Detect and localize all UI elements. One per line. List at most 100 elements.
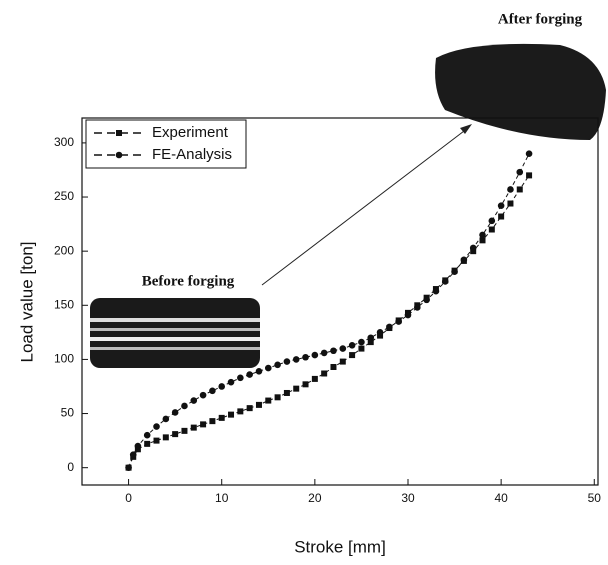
marker	[209, 418, 216, 425]
x-tick-label: 10	[215, 491, 229, 505]
marker	[321, 370, 328, 377]
marker	[367, 334, 375, 342]
marker	[330, 347, 337, 355]
marker	[134, 442, 142, 450]
before-forging-image	[90, 298, 260, 368]
marker	[367, 339, 374, 346]
marker	[423, 296, 430, 304]
marker	[358, 338, 365, 346]
arrow	[261, 127, 469, 286]
marker	[129, 451, 137, 458]
marker	[349, 352, 356, 359]
marker	[516, 186, 523, 193]
legend-label: FE-Analysis	[152, 146, 232, 163]
marker	[264, 364, 272, 372]
marker	[172, 431, 179, 438]
marker	[181, 402, 188, 410]
marker	[292, 356, 300, 363]
marker	[526, 172, 533, 179]
marker	[237, 408, 244, 415]
marker	[479, 237, 486, 244]
marker	[246, 371, 253, 378]
marker	[209, 387, 216, 395]
y-tick-label: 250	[54, 189, 74, 203]
marker	[339, 345, 347, 352]
marker	[227, 378, 235, 386]
marker	[441, 278, 449, 285]
x-tick-label: 40	[494, 491, 508, 505]
x-tick-label: 0	[125, 491, 132, 505]
marker	[497, 202, 505, 209]
marker	[432, 287, 440, 295]
marker	[237, 374, 244, 382]
marker	[507, 200, 514, 207]
marker	[218, 383, 226, 390]
annotation: After forging	[498, 11, 583, 27]
marker	[395, 318, 402, 325]
marker	[488, 226, 495, 233]
marker	[218, 414, 225, 421]
marker	[469, 244, 477, 252]
marker	[414, 304, 421, 311]
marker	[190, 397, 198, 404]
marker	[376, 329, 384, 336]
legend: Experiment FE-Analysis	[85, 119, 247, 169]
marker	[199, 391, 207, 399]
y-tick-label: 100	[54, 352, 74, 366]
marker	[404, 311, 412, 319]
marker	[200, 421, 207, 428]
marker	[293, 385, 300, 392]
marker	[190, 424, 197, 431]
arrow-head	[460, 124, 472, 134]
x-tick-label: 30	[401, 491, 415, 505]
marker	[386, 323, 393, 331]
y-axis-label: Load value [ton]	[17, 242, 36, 363]
y-tick-label: 50	[61, 406, 75, 420]
marker	[311, 351, 319, 359]
y-tick-label: 0	[67, 460, 74, 474]
marker	[125, 464, 132, 471]
marker	[115, 151, 123, 159]
marker	[516, 168, 524, 176]
y-tick-label: 200	[54, 243, 74, 257]
plot-frame	[81, 117, 599, 486]
marker	[488, 217, 496, 225]
marker	[283, 389, 290, 396]
marker	[451, 268, 458, 276]
x-tick-label: 20	[308, 491, 322, 505]
marker	[162, 434, 169, 441]
legend-label: Experiment	[152, 124, 229, 141]
marker	[144, 440, 151, 447]
marker	[162, 415, 170, 423]
marker	[498, 213, 505, 220]
marker	[228, 411, 235, 418]
marker	[171, 409, 179, 416]
marker	[265, 397, 272, 404]
marker	[311, 375, 318, 382]
y-tick-label: 150	[54, 297, 74, 311]
marker	[181, 427, 188, 434]
marker	[348, 342, 356, 349]
marker	[274, 394, 281, 401]
marker	[255, 368, 263, 375]
annotation: Before forging	[142, 273, 235, 289]
marker	[274, 361, 281, 369]
series-line	[128, 153, 530, 468]
y-tick-label: 300	[54, 135, 74, 149]
marker	[153, 423, 160, 430]
marker	[507, 186, 514, 193]
marker	[153, 437, 160, 444]
marker	[460, 256, 468, 264]
marker	[246, 405, 253, 412]
marker	[143, 431, 151, 439]
marker	[283, 358, 291, 365]
legend-box	[85, 119, 247, 169]
marker	[255, 401, 262, 408]
marker	[525, 150, 533, 158]
after-forging-image	[435, 43, 606, 141]
x-axis-label: Stroke [mm]	[294, 537, 386, 556]
marker	[358, 345, 365, 352]
x-tick-label: 50	[588, 491, 602, 505]
marker	[302, 381, 309, 388]
